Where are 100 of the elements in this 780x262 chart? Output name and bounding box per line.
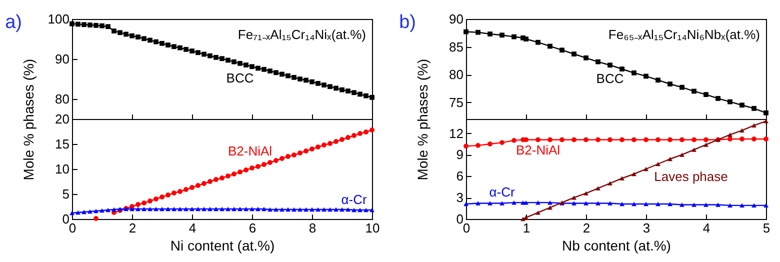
point (292, 74, 296, 80)
point (304, 78, 308, 83)
point (94, 208, 98, 214)
point (286, 207, 290, 212)
point (668, 156, 672, 162)
point (268, 68, 272, 74)
point (346, 135, 350, 140)
point (214, 177, 218, 182)
point (148, 198, 152, 204)
point (148, 206, 152, 212)
series-label: α-Cr (341, 192, 368, 207)
point (112, 28, 116, 34)
point (208, 53, 212, 58)
x-tick-label: 10 (365, 220, 380, 236)
point (584, 191, 588, 196)
point (220, 56, 224, 62)
y-axis-title: Mole % phases (%) (20, 58, 36, 180)
point (608, 137, 612, 142)
point (358, 208, 362, 212)
point (322, 207, 326, 212)
point (620, 176, 624, 180)
point (220, 206, 224, 212)
point (620, 137, 624, 142)
point (76, 210, 80, 215)
point (298, 76, 302, 82)
point (76, 22, 80, 27)
x-tick-label: 4 (702, 220, 710, 236)
point (728, 136, 732, 142)
point (704, 92, 708, 98)
point (668, 137, 672, 142)
point (596, 59, 600, 64)
point (584, 137, 588, 142)
point (476, 142, 480, 148)
y-tick-label: 15 (55, 136, 70, 152)
point (370, 208, 374, 212)
point (328, 207, 332, 212)
point (536, 137, 540, 142)
y-tick-label: 20 (55, 112, 70, 126)
point (70, 210, 74, 216)
point (352, 90, 356, 96)
point (632, 172, 636, 176)
point (340, 137, 344, 142)
annotation: Fe₇₁₋ₓAl₁₅Cr₁₄Niₓ(at.%) (238, 27, 366, 42)
point (166, 206, 170, 212)
point (740, 136, 744, 142)
point (214, 206, 218, 212)
y-axis-title: Mole % phases (%) (414, 58, 430, 180)
point (608, 62, 612, 68)
point (364, 93, 368, 98)
x-axis-title: Ni content (at.%) (170, 238, 275, 254)
point (82, 22, 86, 28)
point (752, 123, 756, 128)
point (764, 110, 768, 116)
point (106, 24, 110, 30)
point (142, 206, 146, 212)
point (280, 156, 284, 161)
point (500, 32, 504, 38)
point (124, 32, 128, 37)
point (160, 194, 164, 200)
point (226, 174, 230, 178)
point (172, 44, 176, 50)
point (160, 206, 164, 212)
point (752, 106, 756, 111)
point (142, 200, 146, 206)
point (202, 52, 206, 57)
point (82, 210, 86, 214)
y-tick-label: 3 (456, 190, 464, 206)
y-tick-label: 90 (55, 52, 70, 66)
point (680, 137, 684, 142)
point (316, 80, 320, 86)
y-tick-label: 100 (48, 12, 70, 26)
point (644, 166, 648, 172)
point (268, 207, 272, 212)
point (250, 166, 254, 170)
y-tick-label: 80 (55, 92, 70, 106)
point (668, 202, 672, 206)
x-tick-label: 4 (188, 220, 196, 236)
point (524, 36, 528, 42)
point (118, 30, 122, 36)
point (548, 44, 552, 49)
point (322, 142, 326, 148)
point (572, 201, 576, 206)
point (166, 192, 170, 198)
series-label: Laves phase (654, 169, 728, 184)
y-tick-label: 85 (449, 39, 464, 54)
point (274, 158, 278, 163)
point (728, 132, 732, 137)
y-tick-label: 9 (456, 147, 464, 162)
point (692, 202, 696, 207)
y-tick-label: 12 (449, 126, 464, 141)
x-tick-label: 8 (308, 220, 316, 236)
point (100, 208, 104, 213)
point (178, 189, 182, 194)
point (352, 208, 356, 212)
point (346, 207, 350, 212)
point (244, 62, 248, 68)
series-label: α-Cr (489, 184, 516, 200)
point (286, 73, 290, 78)
point (286, 154, 290, 159)
point (142, 36, 146, 42)
